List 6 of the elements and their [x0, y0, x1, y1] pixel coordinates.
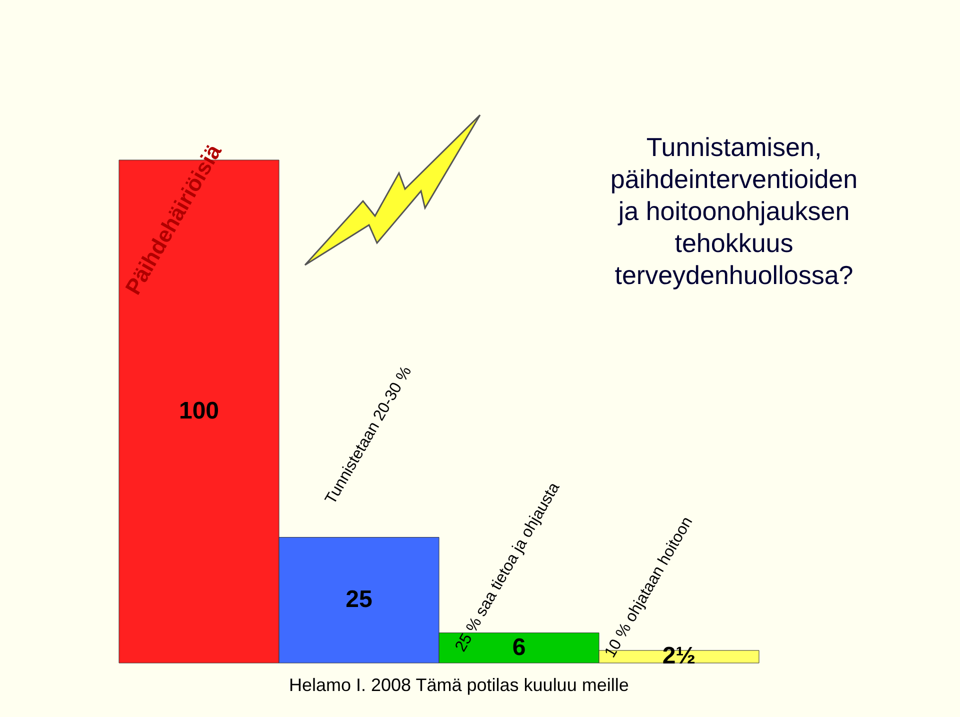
data-label: 25 — [346, 586, 372, 614]
data-label: 2½ — [662, 642, 696, 670]
data-label: 100 — [178, 398, 220, 424]
data-label: 6 — [512, 634, 526, 661]
text: Tunnistamisen, päihdeinterventioiden ja hoitoonohjauksen tehokkuus terveydenhuollossa? — [610, 132, 858, 290]
text: Helamo I. 2008 Tämä potilas kuuluu meille — [289, 675, 629, 695]
